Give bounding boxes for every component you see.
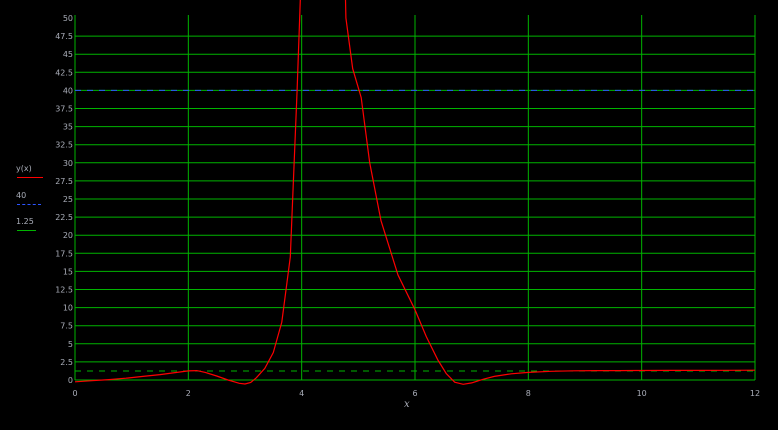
svg-text:6: 6 — [412, 389, 417, 398]
svg-text:37.5: 37.5 — [55, 105, 73, 114]
svg-text:0: 0 — [68, 376, 73, 385]
svg-text:2: 2 — [186, 389, 191, 398]
x-tick-labels: 0 2 4 6 8 10 12 — [72, 389, 760, 398]
svg-text:47.5: 47.5 — [55, 32, 73, 41]
svg-text:7.5: 7.5 — [60, 322, 73, 331]
svg-text:32.5: 32.5 — [55, 141, 73, 150]
red-line-sample — [17, 177, 43, 178]
svg-text:35: 35 — [63, 123, 73, 132]
blue-dashed-line-sample — [17, 204, 41, 205]
legend-label-series: y(x) — [16, 164, 32, 173]
legend-label-lower-reference: 1.25 — [16, 217, 34, 226]
svg-text:50: 50 — [63, 14, 73, 23]
svg-text:10: 10 — [637, 389, 647, 398]
svg-text:42.5: 42.5 — [55, 68, 73, 77]
svg-text:2.5: 2.5 — [60, 358, 73, 367]
svg-text:17.5: 17.5 — [55, 249, 73, 258]
svg-text:25: 25 — [63, 195, 73, 204]
curve-path — [74, 0, 756, 385]
legend-label-upper-reference: 40 — [16, 191, 27, 200]
y-tick-labels: 0 2.5 5 7.5 10 12.5 15 17.5 20 22.5 25 27.5 30 32.5 35… — [55, 14, 73, 385]
svg-text:0: 0 — [72, 389, 77, 398]
svg-text:12.5: 12.5 — [55, 286, 73, 295]
svg-text:40: 40 — [63, 86, 73, 95]
svg-text:10: 10 — [63, 304, 73, 313]
x-axis-title: x — [404, 399, 410, 410]
svg-text:8: 8 — [526, 389, 531, 398]
svg-text:20: 20 — [63, 231, 73, 240]
grid-lines — [74, 15, 756, 381]
svg-text:30: 30 — [63, 159, 73, 168]
svg-text:5: 5 — [68, 340, 73, 349]
svg-text:15: 15 — [63, 267, 73, 276]
svg-text:45: 45 — [63, 50, 73, 59]
green-line-sample — [17, 230, 36, 231]
svg-text:22.5: 22.5 — [55, 213, 73, 222]
svg-text:4: 4 — [299, 389, 304, 398]
svg-text:27.5: 27.5 — [55, 177, 73, 186]
svg-text:12: 12 — [750, 389, 760, 398]
